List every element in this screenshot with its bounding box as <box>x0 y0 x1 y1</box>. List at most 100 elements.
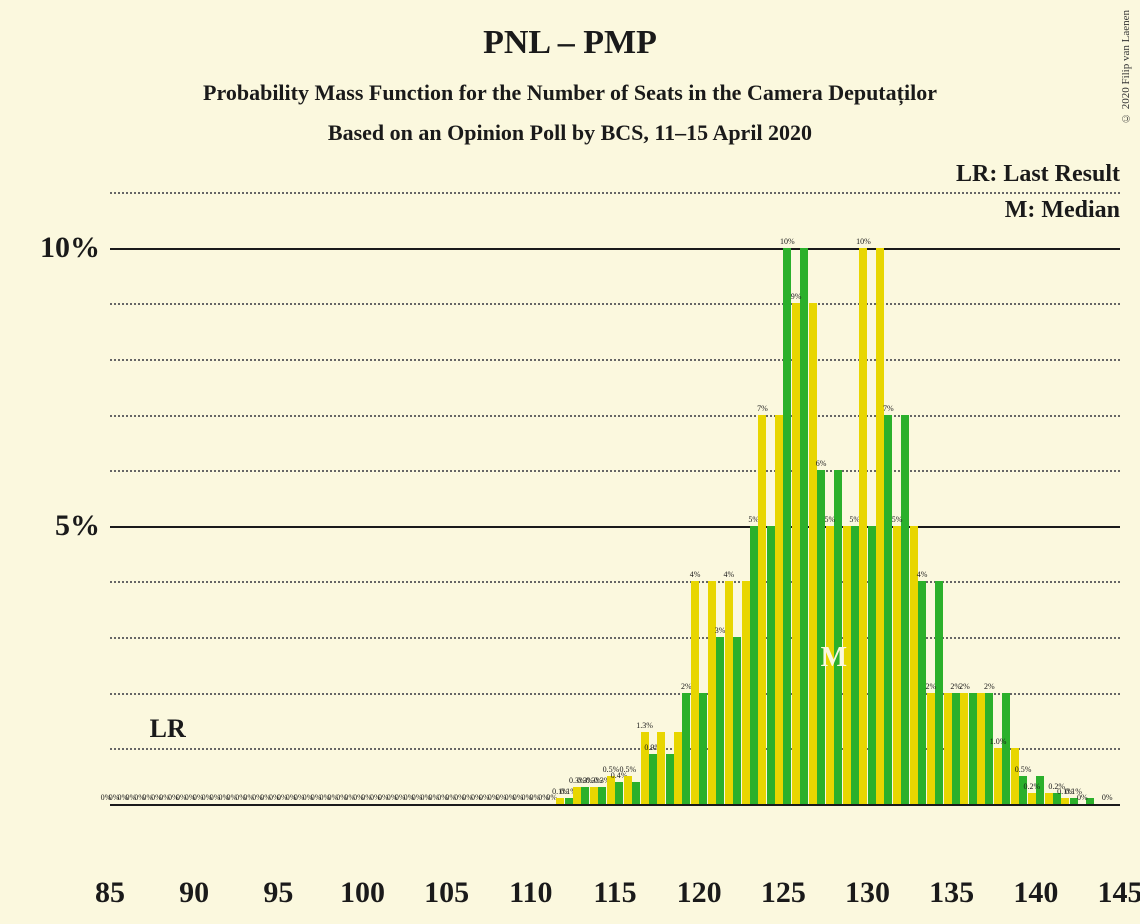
x-tick-label: 140 <box>1013 876 1058 910</box>
bar-series-b <box>800 248 808 804</box>
bar-value-label: 0.2% <box>1023 782 1040 791</box>
bar-value-label: 4% <box>917 570 928 579</box>
bar-series-a <box>1028 793 1036 804</box>
x-tick-label: 105 <box>424 876 469 910</box>
bar-series-a <box>775 415 783 804</box>
bar-series-b <box>1002 693 1010 804</box>
bar-value-label: 9% <box>791 292 802 301</box>
bar-series-b <box>666 754 674 804</box>
x-tick-label: 85 <box>95 876 125 910</box>
y-tick-label: 10% <box>40 231 100 265</box>
bar-series-b <box>733 637 741 804</box>
bar-value-label: 2% <box>925 682 936 691</box>
bar-series-b <box>716 637 724 804</box>
bar-series-a <box>809 303 817 804</box>
bar-series-b <box>935 581 943 804</box>
bar-series-a <box>725 581 733 804</box>
bar-series-a <box>657 732 665 804</box>
bar-series-b <box>851 526 859 804</box>
gridline-minor <box>110 581 1120 583</box>
x-tick-label: 100 <box>340 876 385 910</box>
chart-title: PNL – PMP <box>0 24 1140 62</box>
bar-series-b <box>985 693 993 804</box>
bar-series-a <box>708 581 716 804</box>
x-tick-label: 120 <box>677 876 722 910</box>
bar-series-a <box>944 693 952 804</box>
pmf-chart: PNL – PMP Probability Mass Function for … <box>0 0 1140 924</box>
bar-series-a <box>691 581 699 804</box>
bar-series-b <box>565 798 573 804</box>
bar-series-a <box>927 693 935 804</box>
bar-value-label: 7% <box>757 404 768 413</box>
plot-area: 0%0%0%0%0%0%0%0%0%0%0%0%0%0%0%0%0%0%0%0%… <box>110 192 1120 862</box>
x-tick-label: 90 <box>179 876 209 910</box>
lr-marker: LR <box>150 714 186 744</box>
median-marker: M <box>821 642 847 674</box>
x-tick-label: 135 <box>929 876 974 910</box>
gridline-major <box>110 248 1120 250</box>
bar-series-b <box>767 526 775 804</box>
bar-value-label: 7% <box>883 404 894 413</box>
gridline-major <box>110 526 1120 528</box>
bar-series-b <box>868 526 876 804</box>
bar-value-label: 0.5% <box>619 765 636 774</box>
bar-value-label: 2% <box>984 682 995 691</box>
bar-series-a <box>960 693 968 804</box>
bar-series-a <box>573 787 581 804</box>
bar-series-a <box>994 748 1002 804</box>
bar-series-b <box>699 693 707 804</box>
bar-value-label: 10% <box>780 237 795 246</box>
gridline-minor <box>110 415 1120 417</box>
gridline-minor <box>110 470 1120 472</box>
bar-series-b <box>918 581 926 804</box>
chart-subtitle: Probability Mass Function for the Number… <box>0 80 1140 106</box>
bar-series-a <box>893 526 901 804</box>
copyright: © 2020 Filip van Laenen <box>1120 10 1132 124</box>
bar-value-label: 0% <box>1077 793 1088 802</box>
bar-value-label: 4% <box>723 570 734 579</box>
bar-series-a <box>674 732 682 804</box>
bar-series-a <box>742 581 750 804</box>
bar-series-a <box>792 303 800 804</box>
bar-series-b <box>750 526 758 804</box>
bar-series-a <box>624 776 632 804</box>
bar-series-a <box>977 693 985 804</box>
bar-series-b <box>952 693 960 804</box>
bar-value-label: 5% <box>892 515 903 524</box>
bar-series-a <box>758 415 766 804</box>
bar-series-a <box>859 248 867 804</box>
bar-series-b <box>598 787 606 804</box>
x-tick-label: 115 <box>593 876 636 910</box>
bar-value-label: 6% <box>816 459 827 468</box>
bar-series-b <box>632 782 640 804</box>
chart-subtitle2: Based on an Opinion Poll by BCS, 11–15 A… <box>0 120 1140 146</box>
bar-series-a <box>1061 798 1069 804</box>
bar-series-b <box>581 787 589 804</box>
bar-value-label: 2% <box>959 682 970 691</box>
bar-series-a <box>1011 748 1019 804</box>
bar-series-a <box>876 248 884 804</box>
bar-series-b <box>682 693 690 804</box>
legend-lr: LR: Last Result <box>956 156 1120 192</box>
x-tick-label: 95 <box>263 876 293 910</box>
bar-series-b <box>969 693 977 804</box>
bar-series-b <box>884 415 892 804</box>
bar-series-b <box>649 754 657 804</box>
bar-value-label: 5% <box>824 515 835 524</box>
gridline-minor <box>110 359 1120 361</box>
bar-value-label: 1.3% <box>636 721 653 730</box>
x-tick-label: 125 <box>761 876 806 910</box>
bar-series-a <box>910 526 918 804</box>
bar-series-a <box>590 787 598 804</box>
bar-value-label: 0.5% <box>1015 765 1032 774</box>
bar-series-a <box>1045 793 1053 804</box>
gridline-minor <box>110 637 1120 639</box>
y-tick-label: 5% <box>55 509 100 543</box>
bar-series-b <box>783 248 791 804</box>
x-tick-label: 145 <box>1098 876 1140 910</box>
gridline-minor <box>110 192 1120 194</box>
bar-series-a <box>607 776 615 804</box>
bar-series-b <box>615 782 623 804</box>
bar-value-label: 0% <box>1102 793 1113 802</box>
bar-value-label: 10% <box>856 237 871 246</box>
